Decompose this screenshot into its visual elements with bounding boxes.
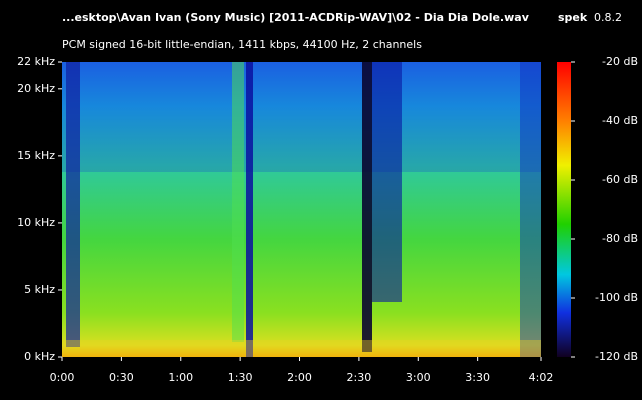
x-tick-label: 3:30 [465, 371, 490, 384]
colorbar-tick-label: -80 dB [602, 232, 638, 245]
y-tick-label: 22 kHz [17, 55, 55, 68]
x-tick-label: 2:30 [347, 371, 372, 384]
x-tick-label: 1:30 [228, 371, 253, 384]
y-tick-label: 0 kHz [24, 350, 55, 363]
colorbar-tick-label: -40 dB [602, 114, 638, 127]
x-tick-label: 0:00 [50, 371, 75, 384]
colorbar [557, 62, 571, 357]
subtitle: PCM signed 16-bit little-endian, 1411 kb… [62, 38, 422, 51]
y-tick-label: 20 kHz [17, 82, 55, 95]
x-tick-label: 2:00 [287, 371, 312, 384]
y-tick-label: 15 kHz [17, 149, 55, 162]
spectrogram [62, 62, 541, 357]
colorbar-tick-label: -20 dB [602, 55, 638, 68]
x-tick-label: 4:02 [529, 371, 554, 384]
y-tick-label: 10 kHz [17, 216, 55, 229]
app-version: 0.8.2 [594, 11, 622, 24]
x-tick-label: 3:00 [406, 371, 431, 384]
x-tick-label: 1:00 [168, 371, 193, 384]
colorbar-tick-label: -60 dB [602, 173, 638, 186]
colorbar-tick-label: -120 dB [595, 350, 638, 363]
file-title: ...esktop\Avan Ivan (Sony Music) [2011-A… [62, 11, 530, 24]
x-tick-label: 0:30 [109, 371, 134, 384]
colorbar-tick-label: -100 dB [595, 291, 638, 304]
app-name: spek [558, 11, 588, 24]
y-tick-label: 5 kHz [24, 283, 55, 296]
